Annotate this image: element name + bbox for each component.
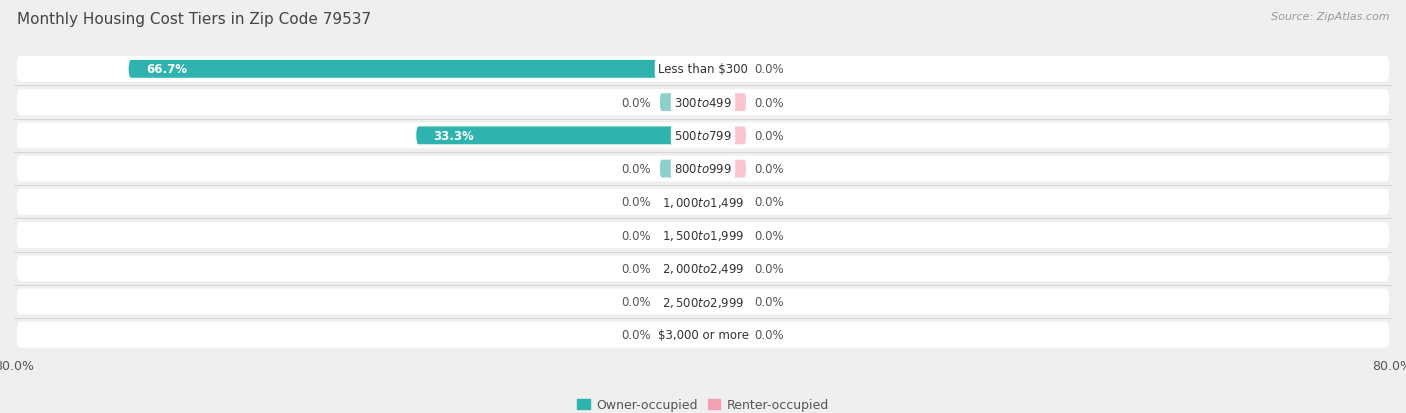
FancyBboxPatch shape [659, 94, 703, 112]
Text: $800 to $999: $800 to $999 [673, 163, 733, 176]
Text: 0.0%: 0.0% [755, 163, 785, 176]
FancyBboxPatch shape [703, 160, 747, 178]
FancyBboxPatch shape [703, 293, 747, 311]
FancyBboxPatch shape [659, 193, 703, 211]
FancyBboxPatch shape [17, 190, 1389, 215]
Text: $1,000 to $1,499: $1,000 to $1,499 [662, 195, 744, 209]
Text: $2,500 to $2,999: $2,500 to $2,999 [662, 295, 744, 309]
Text: Source: ZipAtlas.com: Source: ZipAtlas.com [1271, 12, 1389, 22]
Text: $3,000 or more: $3,000 or more [658, 329, 748, 342]
Legend: Owner-occupied, Renter-occupied: Owner-occupied, Renter-occupied [572, 393, 834, 413]
FancyBboxPatch shape [17, 123, 1389, 149]
FancyBboxPatch shape [17, 256, 1389, 282]
FancyBboxPatch shape [703, 61, 747, 78]
Text: 0.0%: 0.0% [621, 163, 651, 176]
Text: 0.0%: 0.0% [755, 130, 785, 142]
FancyBboxPatch shape [659, 227, 703, 244]
FancyBboxPatch shape [659, 293, 703, 311]
FancyBboxPatch shape [17, 156, 1389, 182]
FancyBboxPatch shape [17, 223, 1389, 249]
FancyBboxPatch shape [17, 57, 1389, 83]
Text: Monthly Housing Cost Tiers in Zip Code 79537: Monthly Housing Cost Tiers in Zip Code 7… [17, 12, 371, 27]
FancyBboxPatch shape [128, 61, 703, 78]
Text: 0.0%: 0.0% [755, 329, 785, 342]
FancyBboxPatch shape [703, 193, 747, 211]
Text: Less than $300: Less than $300 [658, 63, 748, 76]
Text: 0.0%: 0.0% [755, 229, 785, 242]
FancyBboxPatch shape [416, 127, 703, 145]
FancyBboxPatch shape [703, 260, 747, 278]
Text: 0.0%: 0.0% [621, 196, 651, 209]
Text: 0.0%: 0.0% [621, 262, 651, 275]
Text: 0.0%: 0.0% [621, 96, 651, 109]
FancyBboxPatch shape [17, 90, 1389, 116]
FancyBboxPatch shape [659, 260, 703, 278]
FancyBboxPatch shape [17, 289, 1389, 315]
Text: $1,500 to $1,999: $1,500 to $1,999 [662, 228, 744, 242]
FancyBboxPatch shape [659, 160, 703, 178]
Text: 0.0%: 0.0% [621, 329, 651, 342]
Text: 0.0%: 0.0% [755, 196, 785, 209]
Text: 33.3%: 33.3% [433, 130, 474, 142]
FancyBboxPatch shape [659, 326, 703, 344]
FancyBboxPatch shape [703, 127, 747, 145]
Text: 0.0%: 0.0% [755, 63, 785, 76]
FancyBboxPatch shape [703, 227, 747, 244]
FancyBboxPatch shape [17, 322, 1389, 348]
Text: 0.0%: 0.0% [621, 229, 651, 242]
FancyBboxPatch shape [703, 326, 747, 344]
Text: $300 to $499: $300 to $499 [673, 96, 733, 109]
Text: $500 to $799: $500 to $799 [673, 130, 733, 142]
Text: 0.0%: 0.0% [755, 262, 785, 275]
Text: 0.0%: 0.0% [755, 96, 785, 109]
Text: 66.7%: 66.7% [146, 63, 187, 76]
Text: 0.0%: 0.0% [755, 295, 785, 309]
FancyBboxPatch shape [703, 94, 747, 112]
Text: $2,000 to $2,499: $2,000 to $2,499 [662, 262, 744, 276]
Text: 0.0%: 0.0% [621, 295, 651, 309]
